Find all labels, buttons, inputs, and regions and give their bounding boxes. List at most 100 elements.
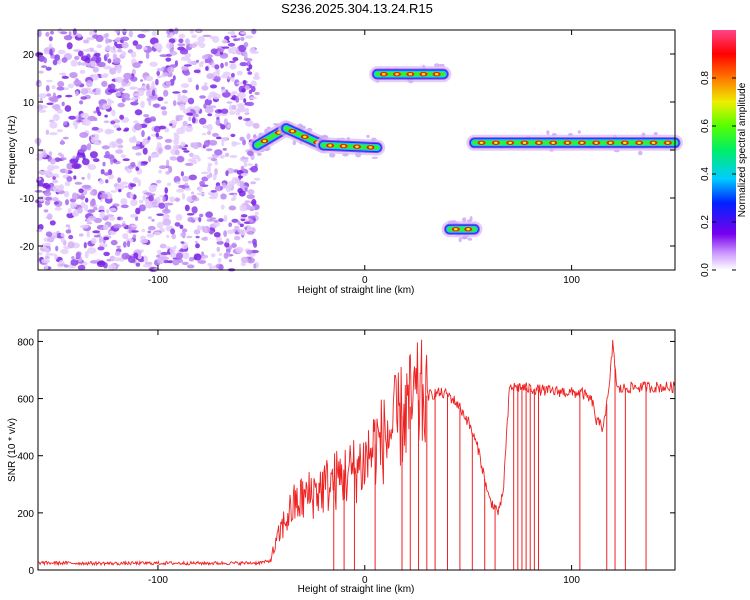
- noise-speckle: [201, 171, 209, 175]
- noise-speckle: [246, 225, 253, 233]
- noise-speckle: [243, 161, 248, 168]
- noise-speckle: [88, 30, 96, 36]
- noise-speckle: [151, 30, 157, 37]
- track-peak-core: [408, 73, 413, 76]
- noise-speckle: [179, 103, 186, 111]
- noise-speckle: [129, 183, 137, 188]
- noise-speckle: [213, 219, 219, 223]
- noise-speckle: [217, 258, 222, 263]
- noise-speckle: [214, 168, 218, 176]
- noise-speckle: [218, 218, 224, 223]
- noise-speckle: [172, 91, 181, 94]
- noise-speckle: [87, 115, 96, 122]
- noise-speckle: [247, 163, 254, 166]
- noise-speckle: [70, 59, 78, 67]
- noise-speckle: [223, 252, 229, 259]
- noise-speckle: [188, 174, 197, 181]
- noise-speckle: [246, 101, 255, 107]
- noise-speckle: [96, 44, 103, 49]
- noise-speckle: [249, 218, 254, 224]
- noise-speckle: [188, 256, 195, 262]
- noise-speckle: [107, 58, 112, 64]
- noise-speckle: [217, 109, 222, 113]
- noise-speckle: [192, 113, 199, 118]
- noise-speckle: [169, 123, 173, 126]
- noise-speckle: [195, 235, 200, 239]
- noise-speckle: [201, 176, 209, 182]
- track-halo: [371, 156, 378, 159]
- noise-speckle: [252, 76, 261, 80]
- noise-speckle: [61, 75, 69, 79]
- noise-speckle: [230, 133, 236, 138]
- noise-speckle: [240, 256, 249, 263]
- noise-speckle: [246, 249, 253, 255]
- noise-speckle: [124, 185, 129, 188]
- colorbar-tick-label: 0.6: [700, 119, 711, 133]
- noise-speckle: [104, 114, 108, 118]
- noise-speckle: [199, 180, 206, 187]
- noise-speckle: [59, 184, 64, 191]
- noise-speckle: [180, 232, 187, 238]
- noise-speckle: [235, 246, 244, 254]
- noise-speckle: [99, 178, 104, 185]
- x-tick-label: 100: [563, 275, 580, 286]
- spectrogram-x-axis-label: Height of straight line (km): [298, 285, 415, 296]
- noise-speckle: [205, 211, 213, 218]
- noise-speckle: [52, 114, 60, 121]
- noise-speckle: [61, 157, 67, 161]
- noise-speckle: [63, 264, 69, 268]
- noise-speckle: [209, 217, 217, 220]
- x-tick-label: 100: [563, 575, 580, 586]
- noise-speckle: [130, 162, 136, 167]
- noise-speckle: [174, 27, 179, 35]
- noise-speckle: [150, 184, 158, 188]
- noise-speckle: [174, 149, 180, 156]
- noise-speckle: [229, 110, 236, 116]
- noise-speckle: [239, 180, 245, 188]
- noise-speckle: [243, 52, 248, 59]
- noise-speckle: [204, 107, 214, 114]
- noise-speckle: [180, 171, 184, 177]
- noise-speckle: [176, 188, 185, 193]
- noise-speckle: [134, 123, 143, 131]
- noise-speckle: [165, 214, 170, 218]
- noise-speckle: [184, 52, 192, 58]
- x-tick-label: -100: [148, 275, 168, 286]
- noise-speckle: [61, 57, 68, 63]
- noise-speckle: [203, 236, 208, 241]
- noise-speckle: [231, 104, 237, 111]
- noise-speckle: [92, 230, 101, 234]
- x-tick-label: -100: [148, 575, 168, 586]
- noise-speckle: [228, 222, 233, 227]
- noise-speckle: [95, 34, 104, 43]
- noise-speckle: [50, 97, 59, 103]
- noise-speckle: [240, 262, 247, 267]
- noise-speckle: [207, 95, 212, 101]
- noise-speckle: [158, 202, 166, 209]
- noise-speckle: [79, 100, 84, 105]
- noise-speckle: [135, 152, 142, 156]
- noise-speckle: [89, 191, 95, 196]
- noise-speckle: [180, 83, 190, 88]
- frequency-tracks: [249, 63, 683, 243]
- noise-speckle: [68, 234, 74, 240]
- noise-speckle: [181, 125, 186, 130]
- noise-speckle: [45, 79, 53, 83]
- noise-speckle: [188, 43, 197, 48]
- noise-speckle: [77, 264, 86, 271]
- noise-speckle: [184, 64, 192, 67]
- noise-speckle: [139, 235, 147, 240]
- noise-speckle: [120, 204, 129, 209]
- noise-speckle: [113, 223, 122, 229]
- noise-speckle: [254, 91, 260, 96]
- noise-speckle: [164, 144, 172, 150]
- noise-speckle: [209, 265, 213, 271]
- noise-speckle: [67, 207, 72, 214]
- noise-speckle: [110, 120, 116, 125]
- noise-speckle: [114, 119, 121, 124]
- noise-speckle: [136, 140, 141, 145]
- noise-speckle: [60, 248, 69, 255]
- noise-speckle: [146, 83, 150, 91]
- noise-speckle: [221, 86, 225, 91]
- noise-speckle: [221, 89, 226, 93]
